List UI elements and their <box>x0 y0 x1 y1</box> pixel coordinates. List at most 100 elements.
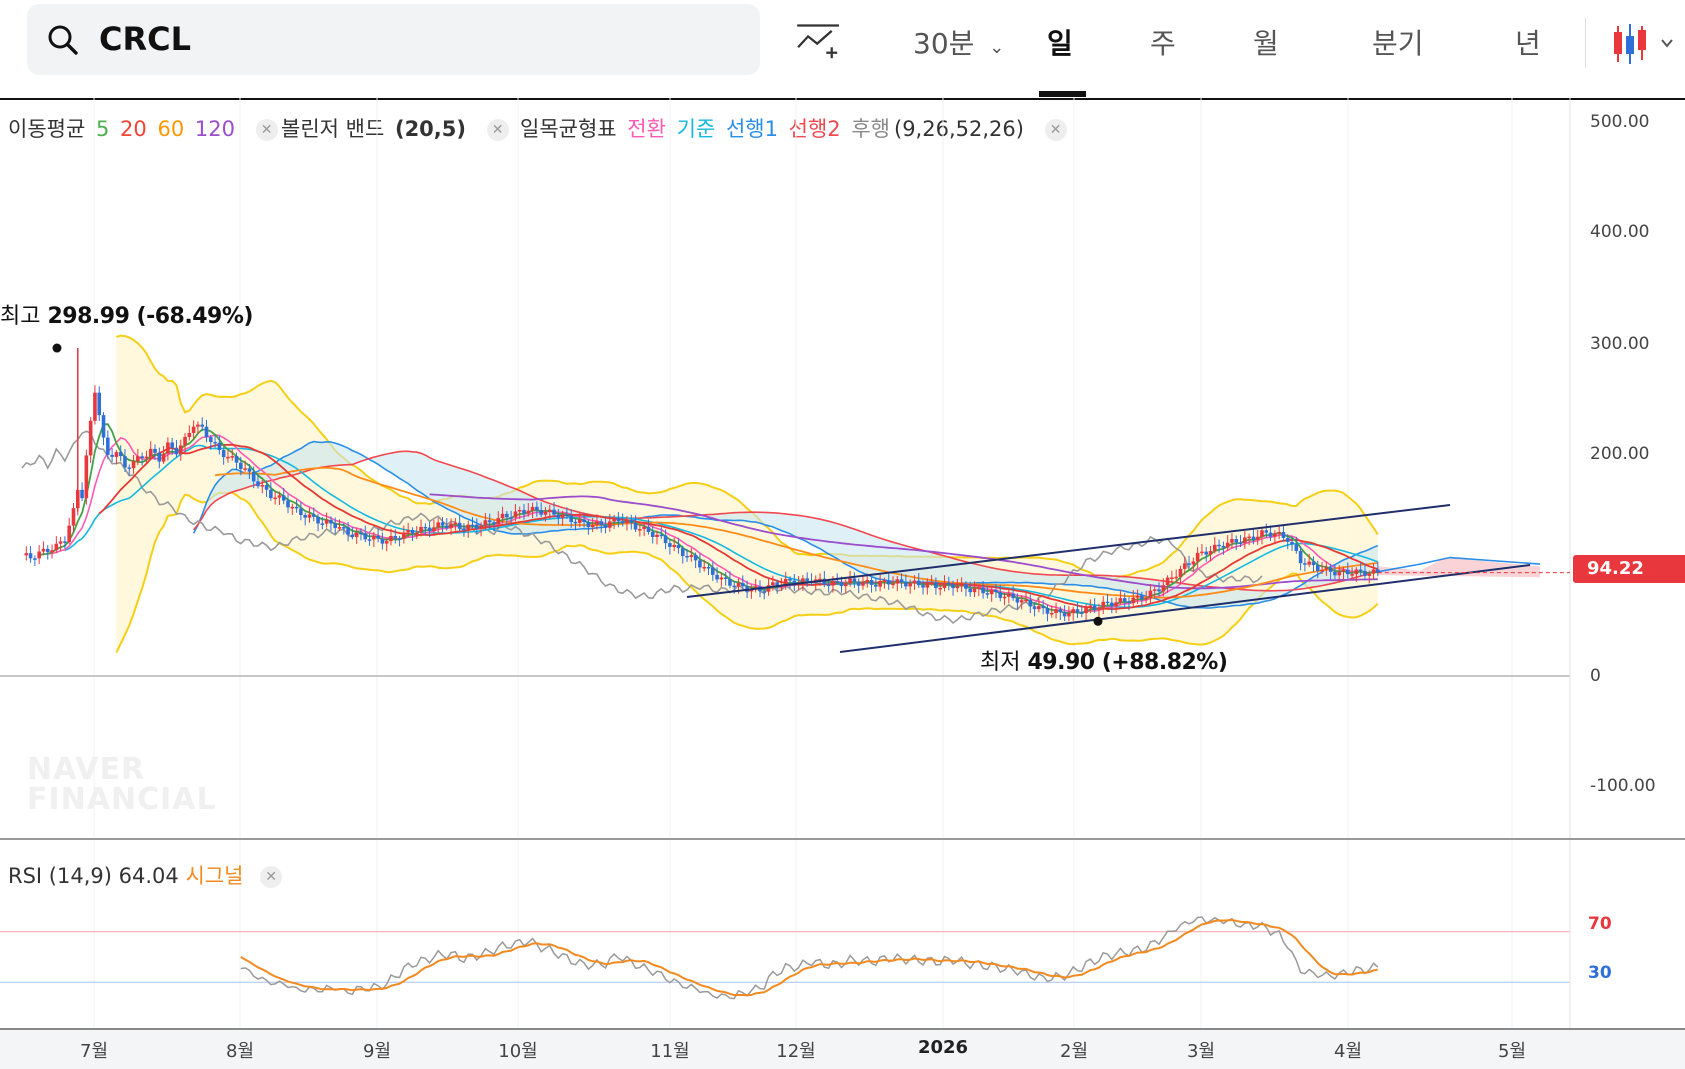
candle <box>170 442 174 448</box>
candle <box>24 553 29 556</box>
candle <box>1002 596 1007 599</box>
candle <box>316 516 320 524</box>
candle <box>28 553 33 559</box>
candle <box>196 424 200 427</box>
candle <box>848 578 852 584</box>
candle <box>1243 537 1247 544</box>
x-axis <box>0 1028 1685 1069</box>
candle <box>1148 590 1153 599</box>
candle <box>856 581 861 586</box>
candle <box>1007 593 1011 597</box>
candle <box>191 426 196 433</box>
candle <box>67 525 71 543</box>
candle <box>1251 536 1256 540</box>
ichimoku-lead1-line <box>192 440 1379 609</box>
candle <box>423 526 428 529</box>
tab-quarter[interactable]: 분기 <box>1372 27 1424 60</box>
y-tick-label: 200.00 <box>1590 444 1650 464</box>
candle <box>629 520 634 524</box>
tab-day[interactable]: 일 <box>1047 27 1073 60</box>
candle <box>899 579 904 583</box>
candle <box>1174 576 1178 579</box>
candle <box>805 578 809 581</box>
candle <box>822 578 827 585</box>
candle <box>1110 602 1114 607</box>
remove-rsi-button[interactable]: ✕ <box>260 866 283 888</box>
candle <box>444 525 449 529</box>
candle <box>723 577 728 579</box>
candle <box>1114 602 1118 607</box>
candle <box>1200 551 1204 554</box>
candle <box>612 518 616 522</box>
x-tick-label: 3월 <box>1186 1041 1216 1062</box>
ichimoku-lead1-label: 선행1 <box>725 117 778 141</box>
search-box[interactable]: CRCL <box>27 4 760 75</box>
candle <box>552 509 556 515</box>
candle <box>393 535 398 539</box>
candle <box>299 508 303 515</box>
candle <box>1208 550 1213 555</box>
remove-ichimoku-button[interactable]: ✕ <box>1044 119 1067 141</box>
candle <box>290 506 295 509</box>
candlestick-type-icon[interactable] <box>1610 22 1680 66</box>
search-symbol[interactable]: CRCL <box>99 20 191 58</box>
tab-year[interactable]: 년 <box>1515 27 1541 60</box>
candle <box>217 442 222 451</box>
candle <box>625 520 629 524</box>
watermark-line-1: NAVER <box>27 752 146 787</box>
rsi-chart[interactable] <box>0 838 1685 1028</box>
remove-ma-button[interactable]: ✕ <box>255 119 278 141</box>
bb-legend: 볼린저 밴드 (20,5) ✕ <box>281 113 513 143</box>
candle <box>200 424 205 427</box>
candle <box>367 539 372 541</box>
candle <box>1303 563 1307 565</box>
candle <box>655 534 659 538</box>
trendline-lower <box>839 564 1531 653</box>
candle <box>432 527 436 532</box>
candle <box>1221 545 1226 548</box>
candle <box>994 589 998 593</box>
candle <box>633 523 638 530</box>
candle <box>337 527 342 529</box>
candle <box>569 515 573 522</box>
candle <box>603 525 608 528</box>
candle <box>577 519 582 523</box>
high-label: 최고 <box>0 304 41 329</box>
candle <box>1363 570 1367 576</box>
candle <box>1333 571 1337 576</box>
candle <box>543 512 548 515</box>
candle <box>1212 544 1217 551</box>
rsi-signal-line <box>240 918 1378 997</box>
candle <box>672 544 676 547</box>
candle <box>934 582 938 589</box>
candle <box>1371 569 1376 574</box>
candle <box>80 489 84 499</box>
candle <box>719 577 724 580</box>
candle <box>1290 541 1294 545</box>
tab-month[interactable]: 월 <box>1253 27 1279 60</box>
candle <box>1260 530 1264 537</box>
price-chart[interactable] <box>0 98 1685 838</box>
candle <box>942 582 947 588</box>
interval-select[interactable]: 30분 ⌄ <box>913 22 1004 62</box>
candle <box>380 538 385 544</box>
candle <box>118 452 123 457</box>
candle <box>50 550 54 553</box>
high-value: 298.99 (-68.49%) <box>47 304 253 329</box>
remove-bb-button[interactable]: ✕ <box>486 119 509 141</box>
candle <box>676 544 681 549</box>
drawing-tool-icon[interactable] <box>793 20 845 60</box>
tab-week[interactable]: 주 <box>1150 27 1176 60</box>
candle <box>41 548 46 552</box>
candle <box>526 510 531 514</box>
candle <box>1230 539 1234 543</box>
candle <box>968 588 973 593</box>
candle <box>886 580 891 585</box>
bollinger-upper-line <box>116 334 1379 581</box>
candle <box>54 543 59 551</box>
candle <box>239 462 243 470</box>
candle <box>1049 612 1054 615</box>
candle <box>835 580 840 583</box>
candle <box>608 521 612 528</box>
candle <box>37 551 41 559</box>
